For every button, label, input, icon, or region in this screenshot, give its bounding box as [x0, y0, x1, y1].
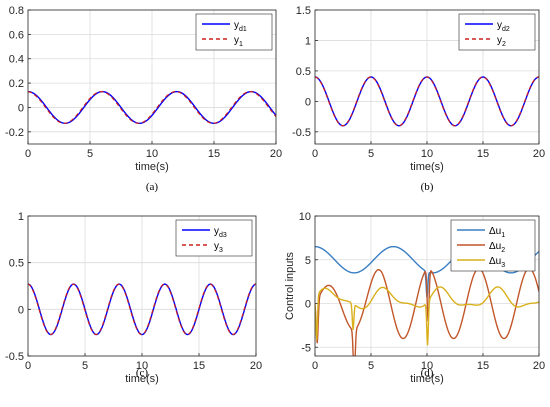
x-tick-label: 15	[477, 360, 489, 372]
axes-box	[314, 215, 540, 357]
axes-box	[314, 9, 540, 145]
series-line-3	[315, 286, 539, 346]
y-tick-label: 0.4	[9, 54, 24, 66]
legend-label: yd1	[234, 20, 247, 33]
y-tick-label: -0.5	[292, 127, 311, 139]
x-tick-label: 10	[136, 360, 148, 372]
x-tick-label: 20	[270, 148, 282, 160]
y-tick-label: -0.2	[5, 127, 24, 139]
legend-box	[175, 219, 253, 257]
y-tick-label: 0.6	[9, 29, 24, 41]
series-line-2	[315, 267, 539, 356]
series-line-2	[28, 91, 276, 124]
y-tick-label: 0.8	[9, 5, 24, 17]
x-tick-label: 20	[533, 148, 545, 160]
panel-caption: (b)	[421, 181, 434, 193]
x-tick-label: 5	[368, 148, 374, 160]
x-tick-label: 20	[533, 360, 545, 372]
y-tick-label: 10	[299, 211, 311, 223]
panel-caption: (d)	[421, 367, 434, 379]
x-tick-label: 5	[87, 148, 93, 160]
x-axis-label: time(s)	[410, 373, 444, 385]
panel-caption: (c)	[136, 367, 149, 379]
x-tick-label: 5	[82, 360, 88, 372]
x-tick-label: 15	[477, 148, 489, 160]
legend-label: y2	[497, 35, 506, 48]
legend-label: Δu3	[489, 256, 505, 269]
legend-label: yd3	[214, 226, 227, 239]
x-tick-label: 15	[193, 360, 205, 372]
x-tick-label: 0	[312, 360, 318, 372]
x-tick-label: 0	[25, 148, 31, 160]
legend-label: yd2	[497, 20, 510, 33]
axes-box	[27, 9, 277, 145]
x-axis-label: time(s)	[135, 161, 169, 173]
y-tick-label: 1.5	[296, 5, 311, 17]
legend-label: y1	[234, 35, 243, 48]
axes-box	[27, 215, 257, 357]
x-tick-label: 10	[421, 148, 433, 160]
legend-label: y3	[214, 241, 223, 254]
series-line-2	[28, 283, 256, 336]
legend-label: Δu2	[489, 241, 505, 254]
y-tick-label: -5	[301, 342, 311, 354]
series-line-2	[315, 76, 539, 127]
legend: Δu1 Δu2 Δu3	[450, 219, 536, 272]
x-tick-label: 0	[25, 360, 31, 372]
y-tick-label: -0.5	[5, 351, 24, 363]
x-tick-label: 10	[146, 148, 158, 160]
y-tick-label: 1	[305, 35, 311, 47]
x-tick-label: 20	[250, 360, 262, 372]
y-tick-label: 0	[18, 304, 24, 316]
x-axis-label: time(s)	[410, 161, 444, 173]
y-tick-label: 5	[305, 255, 311, 267]
legend-box	[195, 13, 273, 51]
x-axis-label: time(s)	[125, 373, 159, 385]
legend-label: Δu1	[489, 226, 505, 239]
x-tick-label: 10	[421, 360, 433, 372]
x-tick-label: 5	[368, 360, 374, 372]
y-tick-label: 0.2	[9, 78, 24, 90]
y-tick-label: 0	[305, 299, 311, 311]
y-tick-label: 0.5	[9, 258, 24, 270]
y-axis-label: Control inputs	[284, 252, 296, 320]
legend-box	[458, 13, 536, 51]
y-tick-label: 0.5	[296, 66, 311, 78]
series-line-1	[28, 90, 276, 124]
y-tick-label: 0	[18, 102, 24, 114]
y-tick-label: 0	[305, 96, 311, 108]
y-tick-label: 1	[18, 211, 24, 223]
x-tick-label: 0	[312, 148, 318, 160]
panel-caption: (a)	[146, 181, 159, 193]
x-tick-label: 15	[208, 148, 220, 160]
